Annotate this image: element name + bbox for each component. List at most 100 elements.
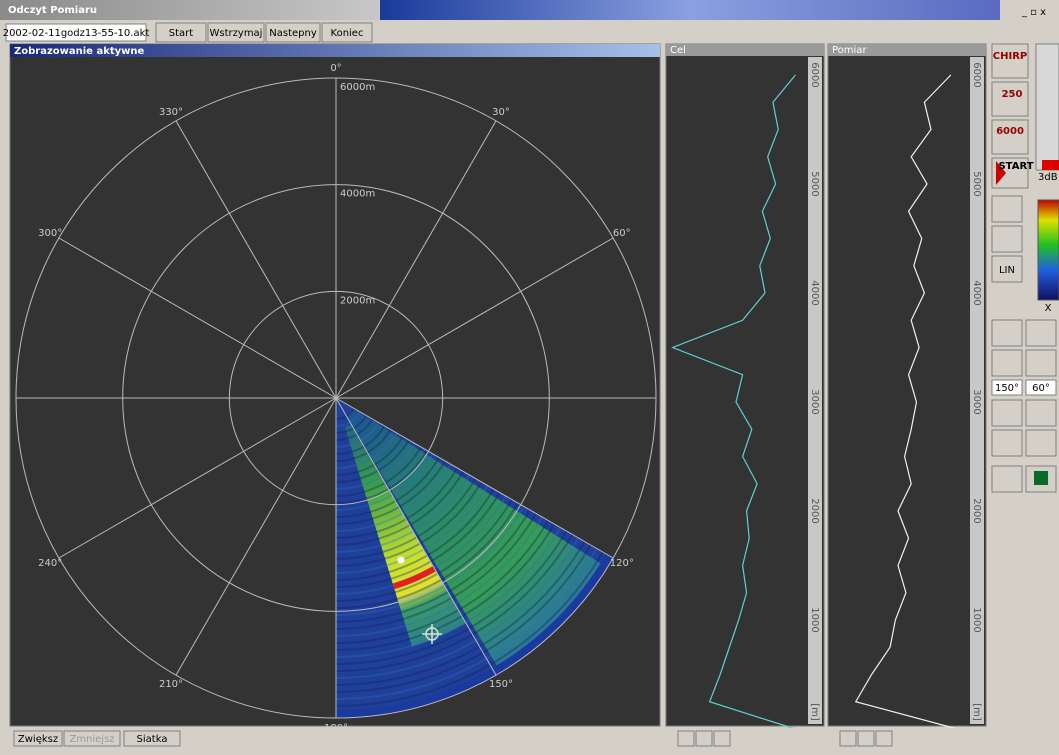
palette-button[interactable] — [991, 465, 1023, 493]
view-button[interactable] — [63, 730, 121, 747]
angle-a: 150° — [995, 383, 1019, 394]
file-name: 2002-02-11godz13-55-10.akt — [3, 28, 150, 39]
layers-button[interactable] — [991, 195, 1023, 223]
marker-button[interactable] — [991, 225, 1023, 253]
range-label: 6000m — [340, 82, 375, 93]
pulse-button[interactable] — [991, 81, 1029, 117]
step-right[interactable] — [991, 429, 1023, 457]
depth-tick-label: 2000 — [809, 498, 820, 523]
bearing-label: 240° — [38, 558, 62, 569]
toolbar-button[interactable] — [265, 22, 321, 43]
echo-band — [336, 453, 434, 511]
echo-band — [336, 537, 580, 679]
scale-button[interactable] — [991, 255, 1023, 283]
cel-axis — [808, 57, 822, 724]
window-controls[interactable]: _ ▫ x — [1021, 7, 1046, 18]
save-icon — [1034, 471, 1048, 485]
depth-unit: [m] — [971, 703, 982, 721]
echo-band — [336, 527, 562, 658]
echo-band — [336, 530, 568, 665]
cel-title: Cel — [670, 45, 686, 56]
tilt-button[interactable] — [1025, 349, 1057, 377]
depth-unit: [m] — [809, 703, 820, 721]
echo-band — [336, 432, 398, 469]
echo-band — [336, 411, 362, 427]
step-tilt[interactable] — [1025, 399, 1057, 427]
step-left[interactable] — [991, 399, 1023, 427]
bearing-label: 330° — [159, 107, 183, 118]
echo-band — [336, 446, 422, 497]
zoom-button[interactable] — [713, 730, 731, 747]
sector-button[interactable] — [1025, 319, 1057, 347]
rotate-right[interactable] — [991, 349, 1023, 377]
echo-band — [336, 513, 537, 630]
pomiar-axis — [970, 57, 984, 724]
echo-band — [336, 450, 428, 504]
zoom-button[interactable] — [695, 730, 713, 747]
pomiar-trace — [854, 74, 958, 730]
zoom-button[interactable] — [839, 730, 857, 747]
echo-band — [336, 474, 471, 553]
range-label: 6000 — [996, 126, 1024, 137]
echo-band — [336, 488, 495, 581]
zoom-button[interactable] — [677, 730, 695, 747]
echo-band — [336, 415, 368, 434]
color-scale — [1037, 199, 1059, 301]
chirp-button[interactable] — [991, 43, 1029, 79]
angle-b-field[interactable] — [1025, 379, 1057, 396]
window-title: Odczyt Pomiaru — [8, 5, 97, 16]
view-button-label: Zmniejsz — [69, 734, 114, 745]
echo-band — [336, 436, 404, 476]
view-button-label: Zwiększ — [18, 734, 58, 745]
echo-band — [336, 471, 465, 546]
echo-band — [336, 478, 477, 560]
toolbar-button-label: Nastepny — [269, 28, 317, 39]
range-label: 4000m — [340, 189, 375, 200]
step-tilt-2[interactable] — [1025, 429, 1057, 457]
echo-band — [336, 544, 592, 693]
toolbar-button-label: Start — [169, 28, 194, 39]
echo-band — [336, 425, 386, 455]
toolbar-button[interactable] — [321, 22, 373, 43]
view-button[interactable] — [13, 730, 63, 747]
sonar-sector-hot — [344, 423, 466, 647]
file-field[interactable] — [5, 23, 147, 42]
echo-band — [336, 460, 446, 525]
bearing-line — [175, 397, 337, 676]
echo-band — [336, 439, 410, 483]
range-label: 2000m — [340, 295, 375, 306]
echo-band — [336, 492, 501, 588]
view-button[interactable] — [123, 730, 181, 747]
bearing-label: 210° — [159, 679, 183, 690]
polar-header — [10, 44, 660, 57]
color-scale-close[interactable]: X — [1045, 303, 1052, 314]
echo-band — [336, 534, 574, 672]
echo-band — [336, 422, 380, 448]
depth-tick-label: 2000 — [971, 498, 982, 523]
rotate-left[interactable] — [991, 319, 1023, 347]
toolbar-button[interactable] — [155, 22, 207, 43]
echo-band — [336, 418, 374, 441]
zoom-button[interactable] — [857, 730, 875, 747]
echo-band — [336, 464, 453, 532]
range-button[interactable] — [991, 119, 1029, 155]
toolbar-button-label: Koniec — [331, 28, 364, 39]
echo-band — [336, 541, 586, 686]
cel-trace — [670, 74, 796, 730]
echo-band — [336, 408, 356, 420]
echo-band — [336, 481, 483, 567]
sector-rim — [336, 554, 614, 718]
echo-band — [336, 429, 392, 462]
zoom-button[interactable] — [875, 730, 893, 747]
start-icon — [996, 161, 1006, 185]
bearing-line — [58, 237, 337, 399]
cel-header — [666, 44, 824, 56]
depth-tick-label: 1000 — [971, 607, 982, 632]
angle-a-field[interactable] — [991, 379, 1023, 396]
gain-slider[interactable] — [1035, 43, 1059, 171]
echo-band — [336, 551, 604, 707]
echo-band — [336, 506, 525, 616]
bearing-line — [335, 397, 614, 559]
toolbar-button[interactable] — [207, 22, 265, 43]
